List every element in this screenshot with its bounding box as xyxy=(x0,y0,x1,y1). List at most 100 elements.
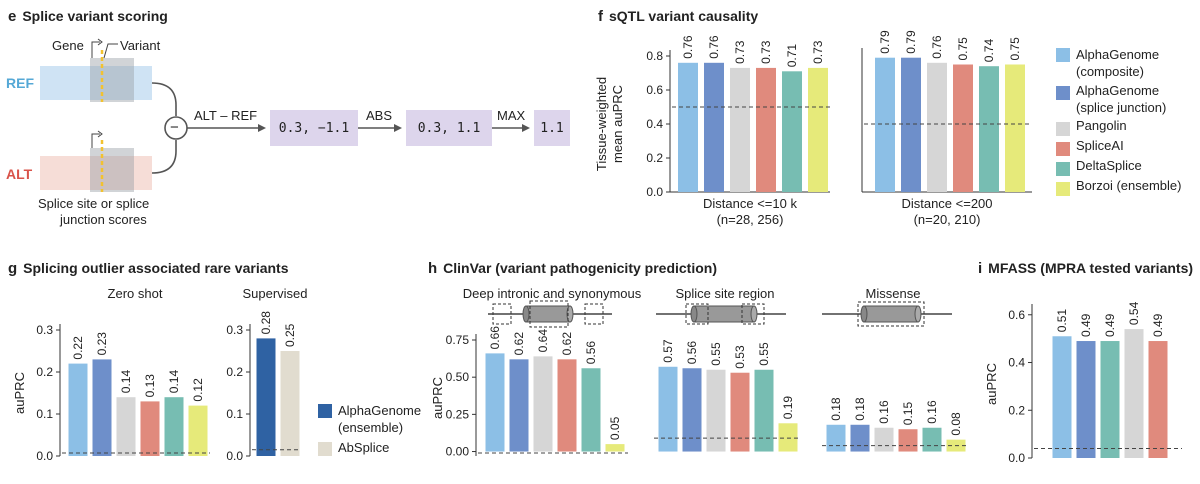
scores-caption-line1: Splice site or splice xyxy=(38,196,150,211)
y-axis-label: Tissue-weightedmean auPRC xyxy=(594,77,625,171)
legend-swatch xyxy=(1056,48,1070,62)
bar xyxy=(927,62,947,192)
data-label: 0.73 xyxy=(733,40,747,64)
bar xyxy=(706,369,726,452)
panel-e-title-text: Splice variant scoring xyxy=(22,8,168,24)
legend-swatch xyxy=(1056,142,1070,156)
chart-title: Splice site region xyxy=(676,286,775,301)
y-tick-label: 0.0 xyxy=(226,449,243,463)
data-label: 0.55 xyxy=(709,342,723,366)
panel-e-title: e Splice variant scoring xyxy=(8,8,168,25)
data-label: 0.56 xyxy=(685,341,699,365)
bar xyxy=(605,444,625,452)
chart-title: Supervised xyxy=(242,286,307,301)
bar xyxy=(756,67,776,192)
data-label: 0.15 xyxy=(901,402,915,426)
legend-swatch xyxy=(318,442,332,456)
data-label: 0.79 xyxy=(878,30,892,54)
data-label: 0.08 xyxy=(949,412,963,436)
code-box-max: 1.1 xyxy=(534,110,570,146)
bar xyxy=(678,62,698,192)
bar xyxy=(1052,336,1072,458)
op-max: MAX xyxy=(497,108,526,123)
data-label: 0.73 xyxy=(811,40,825,64)
bar xyxy=(658,366,678,452)
y-axis-label-line: mean auPRC xyxy=(610,85,625,163)
bar xyxy=(188,405,208,456)
panel-h-title-text: ClinVar (variant pathogenicity predictio… xyxy=(443,260,717,276)
chart-clinvar-splice-site: Splice site region 0.57 0.56 0.55 0.53 0.55 0.… xyxy=(654,286,798,452)
y-tick-label: 0.0 xyxy=(1008,451,1025,465)
panel-h-title: h ClinVar (variant pathogenicity predicti… xyxy=(428,260,717,277)
bar xyxy=(485,353,505,452)
y-axis-label: auPRC xyxy=(984,363,999,405)
x-axis-label: (n=28, 256) xyxy=(717,212,784,227)
data-label: 0.05 xyxy=(608,416,622,440)
y-tick-label: 0.00 xyxy=(446,445,470,459)
bar xyxy=(1148,341,1168,458)
bar xyxy=(92,359,112,456)
y-axis-label: auPRC xyxy=(12,372,27,414)
data-label: 0.49 xyxy=(1151,313,1165,337)
data-label: 0.75 xyxy=(956,37,970,61)
data-label: 0.57 xyxy=(661,339,675,363)
x-axis-label: (n=20, 210) xyxy=(914,212,981,227)
panel-f-title: f sQTL variant causality xyxy=(598,8,758,25)
legend-item: AlphaGenome (ensemble) xyxy=(338,403,422,435)
legend-item: AlphaGenome (splice junction) xyxy=(1076,83,1167,115)
data-label: 0.23 xyxy=(95,332,109,356)
bar xyxy=(533,356,553,452)
chart-outlier-supervised: Supervised 0.0 0.1 0.2 0.3 0.28 0.25 xyxy=(226,286,307,463)
legend-item: SpliceAI xyxy=(1076,138,1124,153)
ref-label: REF xyxy=(6,75,34,91)
legend-swatch xyxy=(318,404,332,418)
data-label: 0.64 xyxy=(536,329,550,353)
bar xyxy=(280,351,300,456)
bar xyxy=(922,427,942,452)
splice-scoring-diagram xyxy=(40,38,530,192)
legend-swatch xyxy=(1056,122,1070,136)
y-tick-label: 0.1 xyxy=(226,407,243,421)
bar xyxy=(557,359,577,452)
data-label: 0.49 xyxy=(1079,313,1093,337)
data-label: 0.14 xyxy=(167,370,181,394)
bar xyxy=(901,57,921,193)
y-tick-label: 0.4 xyxy=(646,117,663,131)
bar xyxy=(256,338,276,456)
bar xyxy=(874,427,894,452)
data-label: 0.12 xyxy=(191,378,205,402)
y-tick-label: 0.3 xyxy=(226,323,243,337)
y-tick-label: 0.1 xyxy=(36,407,53,421)
legend-item: Pangolin xyxy=(1076,118,1127,133)
chart-title: Zero shot xyxy=(108,286,163,301)
bar xyxy=(875,57,895,193)
chart-outlier-zero-shot: Zero shot 0.0 0.1 0.2 0.3 auPRC 0.22 0.23 0.14 0.… xyxy=(12,286,210,463)
variant-label: Variant xyxy=(120,38,161,53)
y-tick-label: 0.0 xyxy=(646,185,663,199)
data-label: 0.25 xyxy=(283,323,297,347)
panel-i-letter: i xyxy=(978,260,983,277)
y-tick-label: 0.25 xyxy=(446,407,470,421)
y-tick-label: 0.6 xyxy=(1008,308,1025,322)
op-abs: ABS xyxy=(366,108,393,123)
data-label: 0.76 xyxy=(681,35,695,59)
data-label: 0.16 xyxy=(877,400,891,424)
data-label: 0.54 xyxy=(1127,301,1141,325)
y-axis-label: auPRC xyxy=(430,377,445,419)
data-label: 0.71 xyxy=(785,44,799,68)
legend-item: Borzoi (ensemble) xyxy=(1076,178,1182,193)
y-tick-label: 0.2 xyxy=(226,365,243,379)
data-label: 0.56 xyxy=(584,341,598,365)
chart-sqtl-10k: 0.0 0.2 0.4 0.6 0.8 Tissue-weightedmean auPRC… xyxy=(594,35,830,227)
bar xyxy=(164,397,184,456)
data-label: 0.76 xyxy=(707,35,721,59)
op-alt-minus-ref: ALT – REF xyxy=(194,108,258,123)
bar xyxy=(68,363,88,456)
legend-item: DeltaSplice xyxy=(1076,158,1142,173)
data-label: 0.28 xyxy=(259,311,273,335)
scores-caption-line2: junction scores xyxy=(60,212,147,227)
data-label: 0.22 xyxy=(71,336,85,360)
data-label: 0.49 xyxy=(1103,313,1117,337)
x-axis-label: Distance <=200 xyxy=(901,196,992,211)
data-label: 0.16 xyxy=(925,400,939,424)
